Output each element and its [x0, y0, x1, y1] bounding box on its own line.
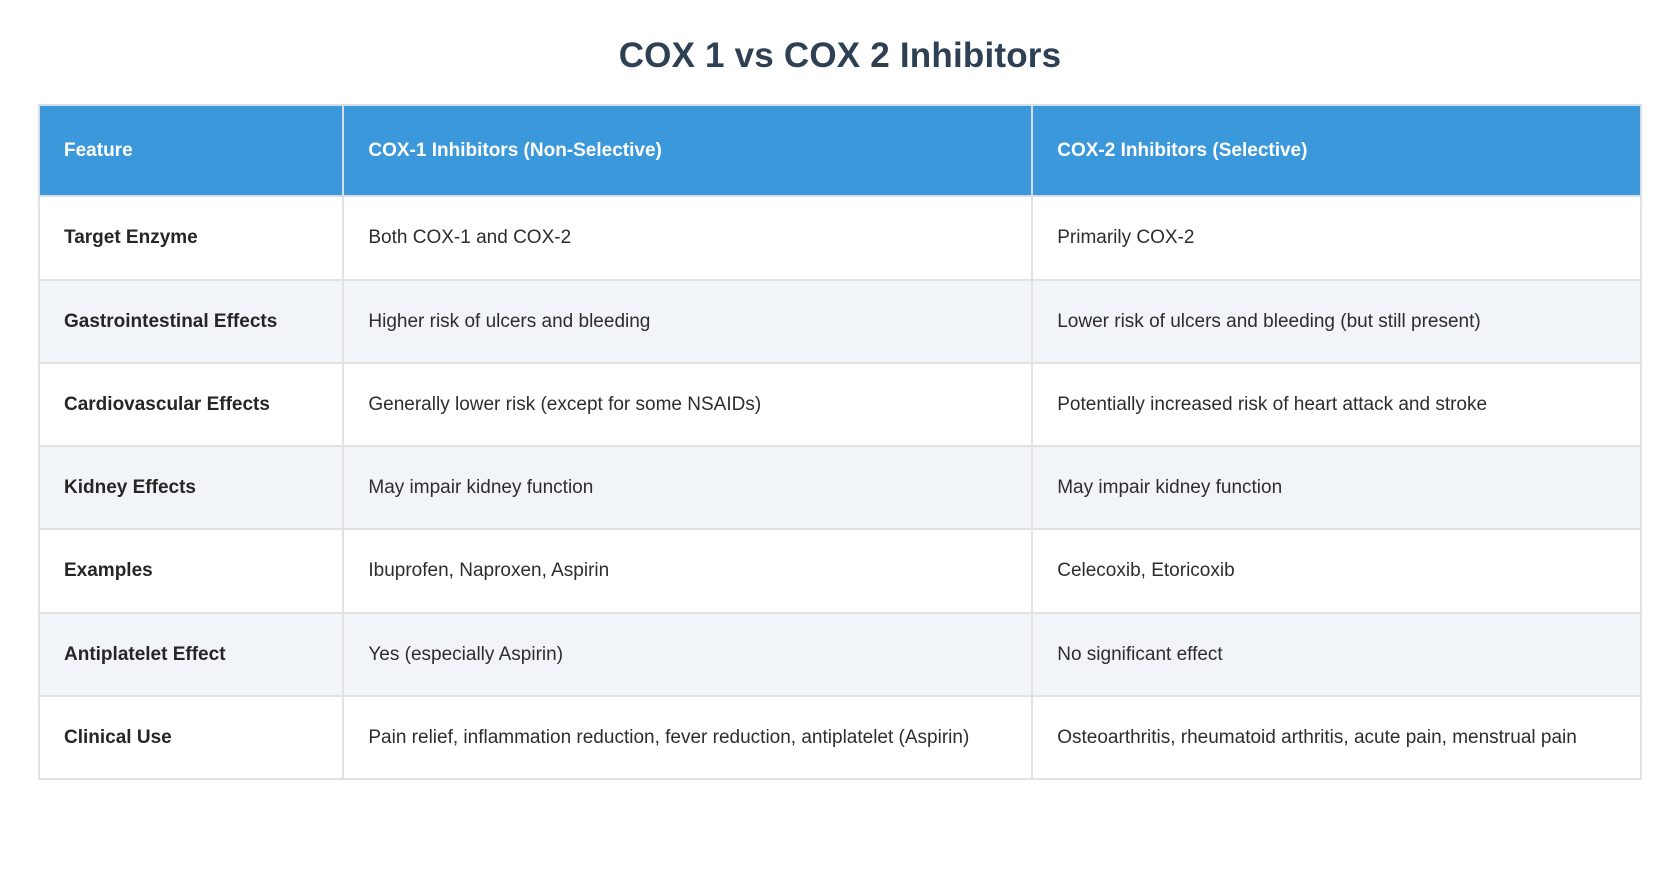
cox1-cell: Higher risk of ulcers and bleeding — [342, 278, 1034, 364]
table-row: Target Enzyme Both COX-1 and COX-2 Prima… — [37, 195, 1642, 281]
feature-cell: Clinical Use — [37, 694, 345, 781]
feature-cell: Antiplatelet Effect — [37, 611, 345, 697]
cox2-cell: Potentially increased risk of heart atta… — [1031, 361, 1642, 448]
table-row: Cardiovascular Effects Generally lower r… — [37, 361, 1642, 448]
table-row: Gastrointestinal Effects Higher risk of … — [37, 278, 1642, 364]
cox2-cell: Osteoarthritis, rheumatoid arthritis, ac… — [1031, 694, 1642, 781]
cox1-cell: Pain relief, inflammation reduction, fev… — [342, 694, 1034, 781]
feature-cell: Examples — [37, 528, 345, 614]
comparison-table: Feature COX-1 Inhibitors (Non-Selective)… — [37, 103, 1642, 781]
table-row: Antiplatelet Effect Yes (especially Aspi… — [37, 611, 1642, 697]
cox2-cell: Primarily COX-2 — [1031, 195, 1642, 281]
page-title: COX 1 vs COX 2 Inhibitors — [618, 36, 1062, 75]
cox2-cell: No significant effect — [1031, 611, 1642, 697]
cox2-cell: Lower risk of ulcers and bleeding (but s… — [1031, 278, 1642, 364]
feature-cell: Gastrointestinal Effects — [37, 278, 345, 364]
table-row: Examples Ibuprofen, Naproxen, Aspirin Ce… — [37, 528, 1642, 614]
table-header: Feature COX-1 Inhibitors (Non-Selective)… — [37, 103, 1642, 198]
table-row: Kidney Effects May impair kidney functio… — [37, 444, 1642, 531]
feature-cell: Cardiovascular Effects — [37, 361, 345, 448]
header-row: Feature COX-1 Inhibitors (Non-Selective)… — [37, 103, 1642, 198]
cox1-cell: Generally lower risk (except for some NS… — [342, 361, 1034, 448]
cox1-cell: May impair kidney function — [342, 444, 1034, 531]
column-header-cox2: COX-2 Inhibitors (Selective) — [1031, 103, 1642, 198]
table-body: Target Enzyme Both COX-1 and COX-2 Prima… — [37, 195, 1642, 781]
table-row: Clinical Use Pain relief, inflammation r… — [37, 694, 1642, 781]
feature-cell: Kidney Effects — [37, 444, 345, 531]
cox1-cell: Yes (especially Aspirin) — [342, 611, 1034, 697]
feature-cell: Target Enzyme — [37, 195, 345, 281]
cox2-cell: Celecoxib, Etoricoxib — [1031, 528, 1642, 614]
column-header-feature: Feature — [37, 103, 345, 198]
cox1-cell: Ibuprofen, Naproxen, Aspirin — [342, 528, 1034, 614]
cox2-cell: May impair kidney function — [1031, 444, 1642, 531]
cox1-cell: Both COX-1 and COX-2 — [342, 195, 1034, 281]
column-header-cox1: COX-1 Inhibitors (Non-Selective) — [342, 103, 1034, 198]
